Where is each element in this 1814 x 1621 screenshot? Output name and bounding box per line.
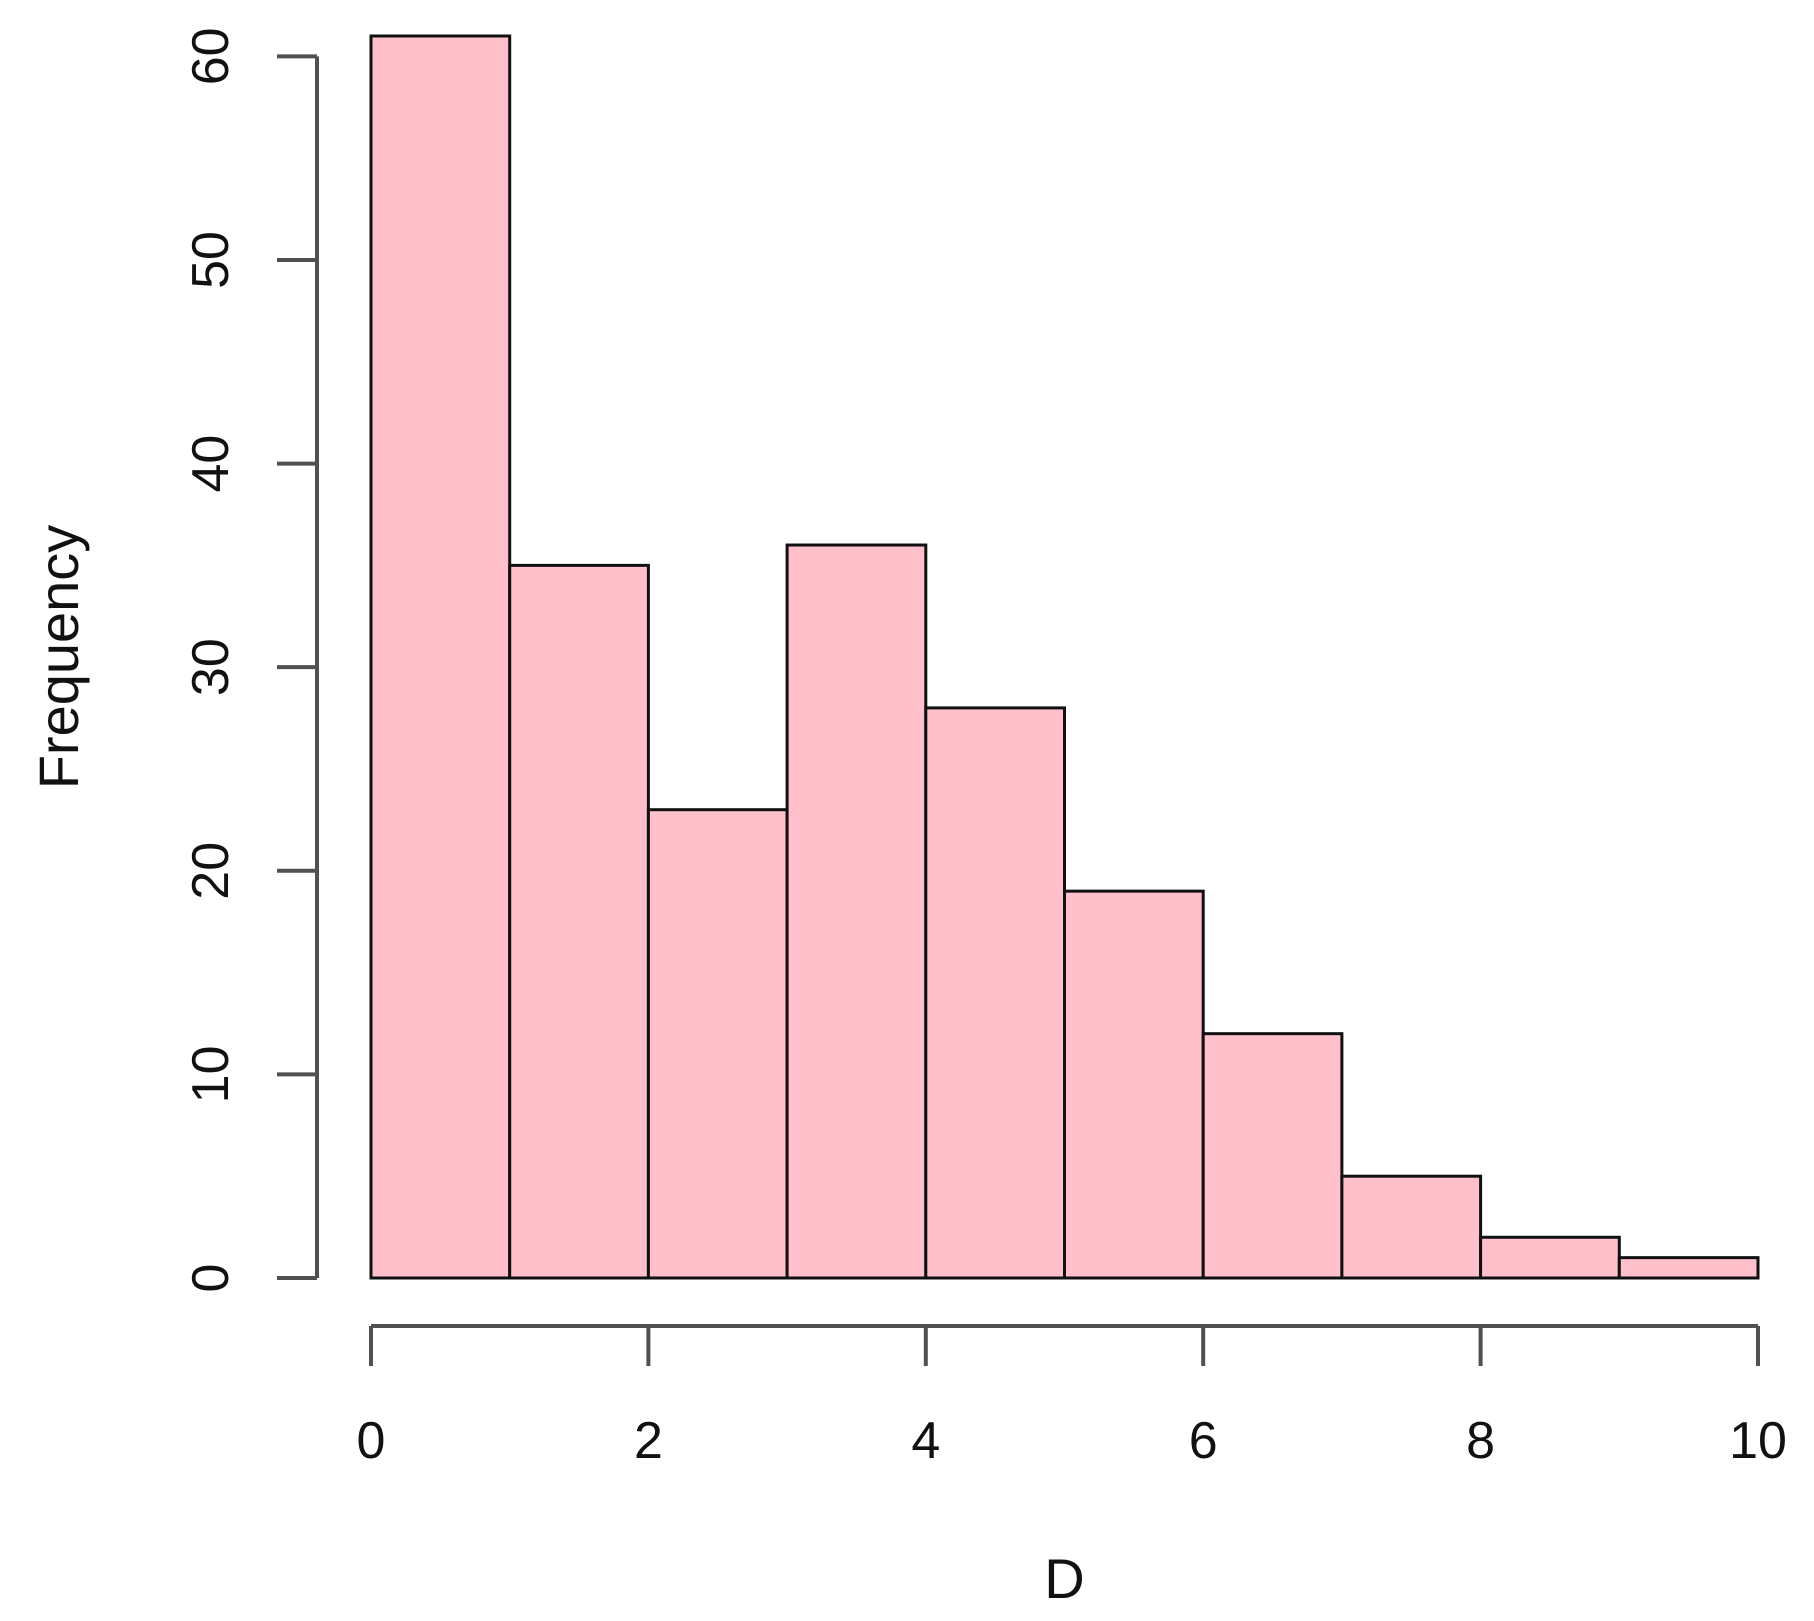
- histogram-bar-2: [646, 808, 789, 1280]
- x-axis-label: D: [1044, 1547, 1084, 1610]
- histogram-bar-9: [1617, 1256, 1760, 1280]
- x-tick-label-4: 8: [1466, 1412, 1495, 1470]
- x-tick-label-2: 4: [911, 1412, 940, 1470]
- x-tick-label-3: 6: [1189, 1412, 1218, 1470]
- y-tick-label-0: 0: [182, 1264, 240, 1293]
- y-axis-label: Frequency: [27, 525, 90, 790]
- histogram-bar-5: [1063, 889, 1205, 1280]
- histogram-bar-1: [508, 563, 650, 1280]
- y-tick-label-3: 30: [182, 638, 240, 696]
- histogram-bar-8: [1479, 1235, 1621, 1280]
- y-tick-label-5: 50: [182, 231, 240, 289]
- y-axis-ticks: 0 10 20 30 40 50 60: [182, 27, 317, 1292]
- histogram-bar-4: [924, 706, 1066, 1280]
- y-tick-label-6: 60: [182, 27, 240, 85]
- y-tick-label-4: 40: [182, 435, 240, 493]
- x-tick-label-1: 2: [634, 1412, 663, 1470]
- histogram-bar-7: [1340, 1174, 1483, 1280]
- histogram-bar-0: [369, 34, 512, 1280]
- histogram-bar-6: [1201, 1032, 1344, 1280]
- histogram-bar-3: [785, 543, 928, 1280]
- x-tick-label-5: 10: [1729, 1412, 1787, 1470]
- x-axis-ticks: 0 2 4 6 8 10: [357, 1326, 1787, 1470]
- x-tick-label-0: 0: [357, 1412, 386, 1470]
- bars-group: [369, 34, 1760, 1280]
- y-tick-label-1: 10: [182, 1045, 240, 1103]
- y-tick-label-2: 20: [182, 842, 240, 900]
